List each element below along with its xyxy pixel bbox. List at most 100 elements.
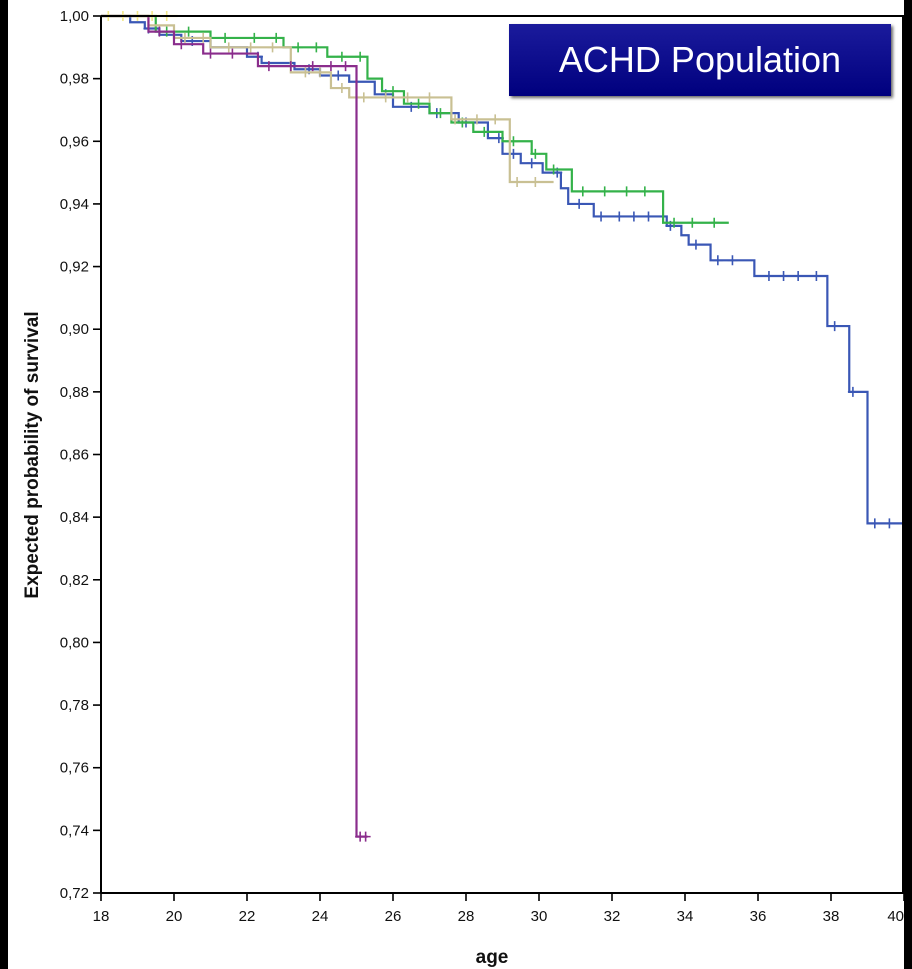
chart-title: ACHD Population	[558, 39, 842, 80]
censor-mark-3-3	[227, 48, 238, 59]
censor-mark-0-13	[574, 198, 585, 209]
censor-mark-1-22	[687, 217, 698, 228]
censor-mark-2-8	[358, 92, 369, 103]
censor-mark-3-2	[205, 48, 216, 59]
x-tick-label-4: 26	[385, 908, 402, 925]
censor-mark-0-4	[333, 70, 344, 81]
censor-mark-0-17	[643, 211, 654, 222]
censor-mark-2-3	[245, 42, 256, 53]
y-tick-label-5: 0,82	[60, 572, 89, 589]
censor-mark-1-15	[530, 148, 541, 159]
censor-mark-2-9	[380, 92, 391, 103]
censor-mark-2-15	[512, 177, 523, 188]
censor-mark-2-6	[315, 67, 325, 78]
x-tick-label-2: 22	[239, 908, 256, 925]
censor-mark-3-6	[307, 61, 318, 72]
y-tick-label-0: 0,72	[60, 885, 89, 902]
censor-mark-0-14	[596, 211, 607, 222]
censor-mark-3-1	[176, 39, 187, 50]
censor-mark-2-1	[198, 32, 209, 43]
censor-mark-2-13	[471, 114, 482, 125]
x-tick-label-3: 24	[312, 908, 329, 925]
censor-mark-1-3	[249, 32, 260, 43]
censor-mark-3-8	[340, 61, 351, 72]
censor-mark-2-12	[450, 114, 461, 125]
censor-mark-1-10	[413, 98, 424, 109]
censor-mark-0-26	[829, 321, 840, 332]
censor-mark-1-1	[183, 26, 194, 37]
chart-title-badge: ACHD Population	[509, 24, 891, 96]
x-tick-label-6: 30	[531, 908, 548, 925]
y-tick-label-8: 0,88	[60, 384, 89, 401]
censor-mark-2-4	[267, 42, 278, 53]
censor-mark-2-16	[530, 177, 541, 188]
censor-mark-0-23	[778, 270, 789, 281]
series-line-3	[101, 14, 368, 838]
y-tick-label-9: 0,90	[60, 321, 89, 338]
y-tick-label-12: 0,96	[60, 133, 89, 150]
censor-mark-1-23	[709, 217, 720, 228]
y-tick-label-10: 0,92	[60, 259, 89, 276]
censor-mark-1-21	[669, 217, 680, 228]
x-tick-label-10: 38	[823, 908, 840, 925]
x-tick-label-5: 28	[458, 908, 475, 925]
censor-mark-1-7	[336, 51, 347, 62]
censor-mark-1-4	[271, 32, 282, 43]
censor-mark-1-2	[220, 32, 231, 43]
censor-mark-1-11	[435, 108, 446, 119]
censor-mark-1-9	[388, 86, 398, 97]
survival-chart: 0,72 0,74 0,76 0,78 0,80 0,82 0,84 0,86 0,88 0,90…	[22, 8, 904, 968]
x-tick-label-9: 36	[750, 908, 767, 925]
censor-mark-0-20	[712, 255, 723, 266]
censor-mark-1-20	[639, 186, 650, 197]
chart-panel: 0,72 0,74 0,76 0,78 0,80 0,82 0,84 0,86 0,88 0,90…	[8, 0, 904, 969]
censor-mark-0-22	[763, 270, 774, 281]
censor-mark-0-16	[628, 211, 639, 222]
censor-mark-0-25	[811, 270, 822, 281]
censor-mark-3-4	[263, 61, 274, 72]
censor-mark-0-11	[526, 158, 537, 169]
y-tick-label-3: 0,78	[60, 697, 89, 714]
censor-mark-0-24	[793, 270, 804, 281]
censor-mark-1-5	[293, 42, 304, 53]
chart-marks	[101, 11, 904, 842]
censor-mark-0-28	[869, 518, 880, 529]
censor-mark-0-29	[884, 518, 895, 529]
y-tick-label-13: 0,98	[60, 71, 89, 88]
series-line-1	[101, 14, 729, 224]
y-axis-title: Expected probability of survival	[22, 311, 43, 598]
y-tick-label-11: 0,94	[60, 196, 89, 213]
censor-mark-1-19	[621, 186, 632, 197]
censor-mark-1-8	[355, 51, 366, 62]
censor-mark-0-15	[614, 211, 625, 222]
censor-mark-2-10	[402, 92, 413, 103]
y-tick-label-6: 0,84	[60, 509, 89, 526]
censor-mark-0-21	[727, 255, 738, 266]
censor-mark-3-5	[285, 61, 296, 72]
y-tick-label-14: 1,00	[60, 8, 89, 25]
y-tick-label-4: 0,80	[60, 634, 89, 651]
x-tick-label-1: 20	[166, 908, 183, 925]
x-tick-label-0: 18	[93, 908, 110, 925]
censor-mark-1-17	[577, 186, 588, 197]
censor-mark-2-5	[300, 67, 311, 78]
x-tick-label-7: 32	[604, 908, 621, 925]
chart-axes: 0,72 0,74 0,76 0,78 0,80 0,82 0,84 0,86 0,88 0,90…	[60, 8, 904, 925]
censor-mark-0-19	[690, 239, 701, 250]
series-line-2	[101, 14, 554, 184]
x-axis-title: age	[476, 947, 509, 968]
censor-mark-2-2	[223, 42, 234, 53]
censor-mark-1-13	[479, 126, 490, 137]
censor-mark-1-6	[311, 42, 322, 53]
y-tick-label-2: 0,76	[60, 760, 89, 777]
censor-mark-3-0	[154, 26, 165, 37]
censor-mark-3-10	[360, 831, 371, 842]
censor-mark-2-0	[179, 32, 190, 43]
y-tick-label-1: 0,74	[60, 822, 89, 839]
x-tick-label-8: 34	[677, 908, 694, 925]
x-tick-label-11: 40	[887, 908, 904, 925]
censor-mark-1-18	[599, 186, 610, 197]
censor-mark-0-27	[847, 386, 858, 397]
y-tick-label-7: 0,86	[60, 447, 89, 464]
